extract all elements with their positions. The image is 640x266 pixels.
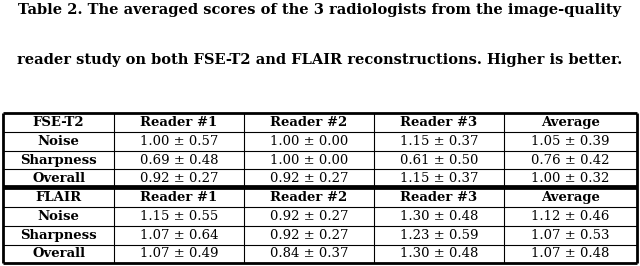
Text: 1.00 ± 0.00: 1.00 ± 0.00 xyxy=(270,153,348,167)
Text: Reader #3: Reader #3 xyxy=(400,191,477,204)
Text: 0.69 ± 0.48: 0.69 ± 0.48 xyxy=(140,153,218,167)
Text: 1.07 ± 0.49: 1.07 ± 0.49 xyxy=(140,247,218,260)
Text: 1.07 ± 0.48: 1.07 ± 0.48 xyxy=(531,247,609,260)
Text: 1.15 ± 0.55: 1.15 ± 0.55 xyxy=(140,210,218,223)
Text: 0.61 ± 0.50: 0.61 ± 0.50 xyxy=(399,153,478,167)
Text: 1.15 ± 0.37: 1.15 ± 0.37 xyxy=(399,172,478,185)
Text: Reader #1: Reader #1 xyxy=(140,116,218,129)
Text: Reader #3: Reader #3 xyxy=(400,116,477,129)
Text: Overall: Overall xyxy=(32,172,85,185)
Text: 1.30 ± 0.48: 1.30 ± 0.48 xyxy=(399,247,478,260)
Text: Noise: Noise xyxy=(38,210,79,223)
Text: 0.92 ± 0.27: 0.92 ± 0.27 xyxy=(140,172,218,185)
Text: 0.92 ± 0.27: 0.92 ± 0.27 xyxy=(269,172,348,185)
Text: Overall: Overall xyxy=(32,247,85,260)
Text: FSE-T2: FSE-T2 xyxy=(33,116,84,129)
Text: 1.12 ± 0.46: 1.12 ± 0.46 xyxy=(531,210,609,223)
Text: 1.00 ± 0.32: 1.00 ± 0.32 xyxy=(531,172,609,185)
Text: Reader #2: Reader #2 xyxy=(270,191,348,204)
Text: Sharpness: Sharpness xyxy=(20,153,97,167)
Text: 1.30 ± 0.48: 1.30 ± 0.48 xyxy=(399,210,478,223)
Text: 0.92 ± 0.27: 0.92 ± 0.27 xyxy=(269,210,348,223)
Text: Noise: Noise xyxy=(38,135,79,148)
Text: 1.07 ± 0.64: 1.07 ± 0.64 xyxy=(140,229,218,242)
Text: Reader #2: Reader #2 xyxy=(270,116,348,129)
Text: Reader #1: Reader #1 xyxy=(140,191,218,204)
Text: 1.23 ± 0.59: 1.23 ± 0.59 xyxy=(399,229,478,242)
Text: 0.92 ± 0.27: 0.92 ± 0.27 xyxy=(269,229,348,242)
Text: 0.84 ± 0.37: 0.84 ± 0.37 xyxy=(269,247,348,260)
Text: 1.07 ± 0.53: 1.07 ± 0.53 xyxy=(531,229,609,242)
Text: Table 2. The averaged scores of the 3 radiologists from the image-quality: Table 2. The averaged scores of the 3 ra… xyxy=(19,3,621,17)
Text: 1.00 ± 0.57: 1.00 ± 0.57 xyxy=(140,135,218,148)
Text: reader study on both FSE-T2 and FLAIR reconstructions. Higher is better.: reader study on both FSE-T2 and FLAIR re… xyxy=(17,53,623,67)
Text: Average: Average xyxy=(541,191,600,204)
Text: FLAIR: FLAIR xyxy=(36,191,82,204)
Text: 1.00 ± 0.00: 1.00 ± 0.00 xyxy=(270,135,348,148)
Text: Sharpness: Sharpness xyxy=(20,229,97,242)
Text: 1.05 ± 0.39: 1.05 ± 0.39 xyxy=(531,135,609,148)
Text: 0.76 ± 0.42: 0.76 ± 0.42 xyxy=(531,153,609,167)
Text: 1.15 ± 0.37: 1.15 ± 0.37 xyxy=(399,135,478,148)
Text: Average: Average xyxy=(541,116,600,129)
